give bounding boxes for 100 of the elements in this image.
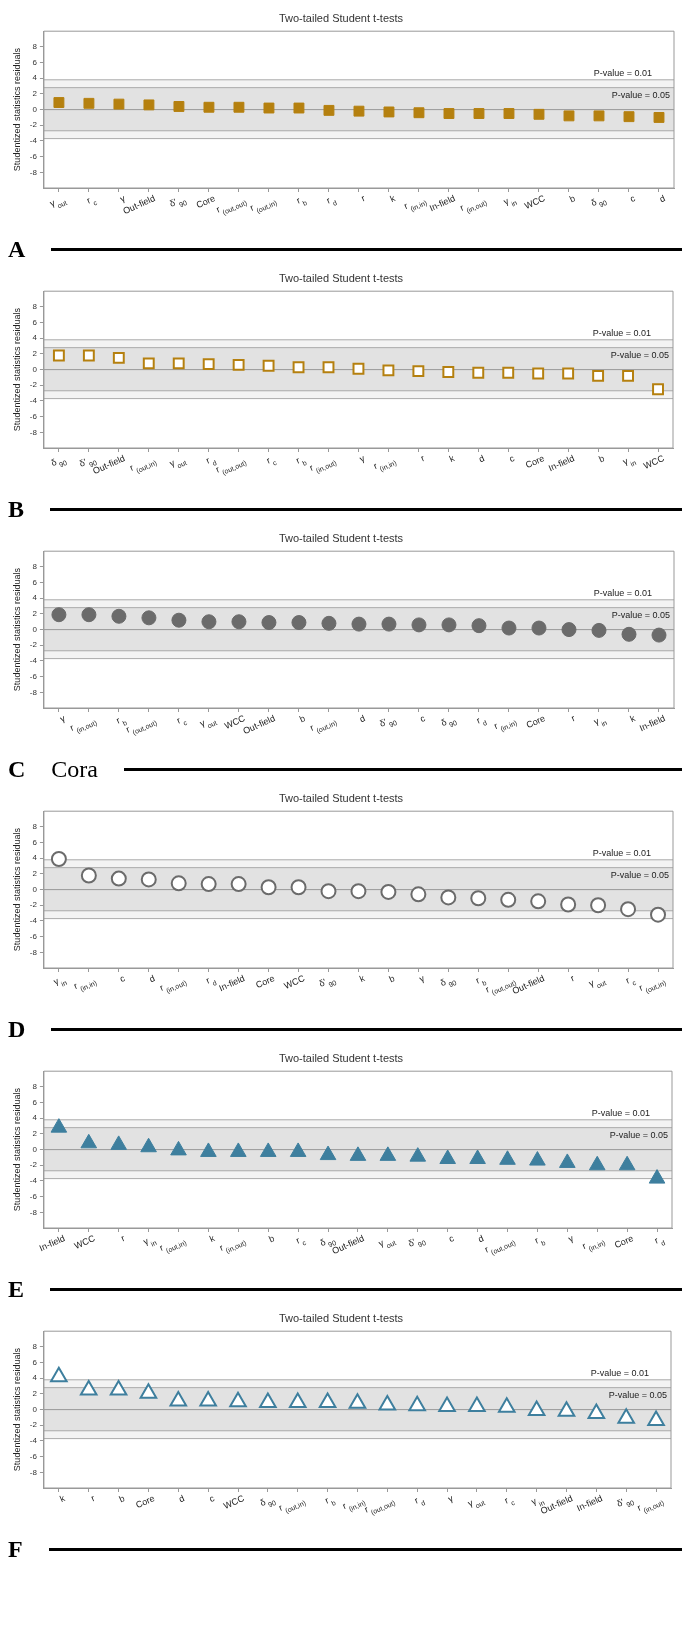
y-tick-label: 0 <box>32 624 38 634</box>
x-tick-label: Core <box>194 193 217 211</box>
band-label: P-value = 0.05 <box>611 89 670 100</box>
y-tick-label: -4 <box>29 396 38 406</box>
y-tick-label: 0 <box>32 1404 38 1414</box>
band-label: P-value = 0.01 <box>593 67 652 78</box>
x-tick-label: d <box>477 453 486 465</box>
x-tick-label: WCC <box>221 1492 247 1511</box>
y-tick-label: -6 <box>29 1191 38 1201</box>
band-label: P-value = 0.05 <box>609 1129 668 1140</box>
chart-title: Two-tailed Student t-tests <box>278 791 404 804</box>
band-label: P-value = 0.01 <box>592 847 651 858</box>
text: B <box>8 495 25 523</box>
y-axis-title: Studentized statistics residuals <box>11 827 22 952</box>
x-tick-label: d <box>476 1233 486 1245</box>
y-tick-label: 2 <box>32 89 38 99</box>
y-axis-title: Studentized statistics residuals <box>11 47 22 172</box>
text: D <box>8 1015 26 1043</box>
x-tick-label: b <box>117 1493 127 1505</box>
x-tick-label: d <box>357 713 367 725</box>
x-tick-label: Core <box>612 1233 635 1251</box>
x-tick-label: b <box>568 193 577 205</box>
y-tick-label: -2 <box>29 640 38 650</box>
x-tick-label: k <box>447 452 457 465</box>
y-tick-label: 2 <box>32 1129 38 1139</box>
x-tick-label: WCC <box>72 1232 97 1251</box>
y-tick-label: -2 <box>29 120 38 130</box>
x-tick-label: Core <box>254 973 277 991</box>
x-tick-label: WCC <box>641 452 667 471</box>
x-tick-label: WCC <box>522 192 548 211</box>
y-tick-label: 2 <box>32 1389 38 1399</box>
chart-title: Two-tailed Student t-tests <box>278 11 404 24</box>
y-tick-label: 2 <box>32 609 38 619</box>
x-tick-label: γ <box>118 192 128 205</box>
y-tick-label: -2 <box>29 1160 38 1170</box>
y-tick-label: 6 <box>32 1357 38 1367</box>
x-tick-label: b <box>387 973 397 985</box>
y-tick-label: -6 <box>29 931 38 941</box>
y-tick-label: -4 <box>29 136 38 146</box>
chart-title: Two-tailed Student t-tests <box>278 1311 404 1324</box>
y-tick-label: -8 <box>29 1207 38 1217</box>
text: E <box>8 1275 25 1303</box>
y-tick-label: -8 <box>29 427 38 437</box>
band-label: P-value = 0.05 <box>608 1389 667 1400</box>
x-tick-label: r <box>569 973 576 984</box>
y-tick-label: 0 <box>32 104 38 114</box>
y-tick-label: 8 <box>32 42 38 52</box>
x-tick-label: r <box>359 193 367 204</box>
band-label: P-value = 0.01 <box>592 327 651 338</box>
x-tick-label: γ <box>566 1232 576 1245</box>
chart-title: Two-tailed Student t-tests <box>278 531 404 544</box>
x-tick-label: Core <box>523 453 546 471</box>
text: Cora <box>51 755 98 783</box>
x-tick-label: c <box>118 972 127 985</box>
y-tick-label: 8 <box>32 822 38 832</box>
x-tick-label: b <box>267 1233 276 1245</box>
y-tick-label: 4 <box>32 333 38 343</box>
y-tick-label: 2 <box>32 869 38 879</box>
x-tick-label: d <box>147 973 157 985</box>
x-tick-label: r <box>419 453 427 464</box>
y-tick-label: -4 <box>29 916 38 926</box>
y-tick-label: -4 <box>29 1436 38 1446</box>
y-tick-label: -6 <box>29 151 38 161</box>
x-tick-label: WCC <box>282 972 307 991</box>
band-label: P-value = 0.05 <box>611 609 670 620</box>
y-tick-label: -8 <box>29 947 38 957</box>
y-tick-label: -2 <box>29 380 38 390</box>
y-tick-label: -6 <box>29 1451 38 1461</box>
band-label: P-value = 0.01 <box>591 1107 650 1118</box>
y-tick-label: 6 <box>32 57 38 67</box>
y-tick-label: -8 <box>29 1467 38 1477</box>
y-tick-label: 4 <box>32 1113 38 1123</box>
y-tick-label: -8 <box>29 687 38 697</box>
band-label: P-value = 0.01 <box>590 1367 649 1378</box>
text: F <box>8 1535 23 1563</box>
y-tick-label: 6 <box>32 1097 38 1107</box>
x-tick-label: k <box>357 972 367 985</box>
y-tick-label: -6 <box>29 671 38 681</box>
y-tick-label: -4 <box>29 656 38 666</box>
y-tick-label: 0 <box>32 884 38 894</box>
y-axis-title: Studentized statistics residuals <box>11 1347 22 1472</box>
x-tick-label: r <box>569 713 577 724</box>
y-tick-label: -8 <box>29 167 38 177</box>
y-tick-label: 4 <box>32 1373 38 1383</box>
x-tick-label: r <box>119 1233 127 1244</box>
text: C <box>8 755 26 783</box>
x-tick-label: b <box>597 453 606 465</box>
y-tick-label: -2 <box>29 1420 38 1430</box>
x-tick-label: k <box>58 1492 67 1505</box>
band-label: P-value = 0.01 <box>593 587 652 598</box>
y-tick-label: 4 <box>32 853 38 863</box>
x-tick-label: d <box>658 193 667 205</box>
y-tick-label: 8 <box>32 302 38 312</box>
chart-title: Two-tailed Student t-tests <box>278 271 404 284</box>
y-tick-label: 4 <box>32 593 38 603</box>
chart-title: Two-tailed Student t-tests <box>278 1051 404 1064</box>
x-tick-label: Core <box>524 713 547 731</box>
x-tick-label: k <box>628 712 638 725</box>
y-tick-label: 6 <box>32 317 38 327</box>
x-tick-label: b <box>297 713 307 725</box>
